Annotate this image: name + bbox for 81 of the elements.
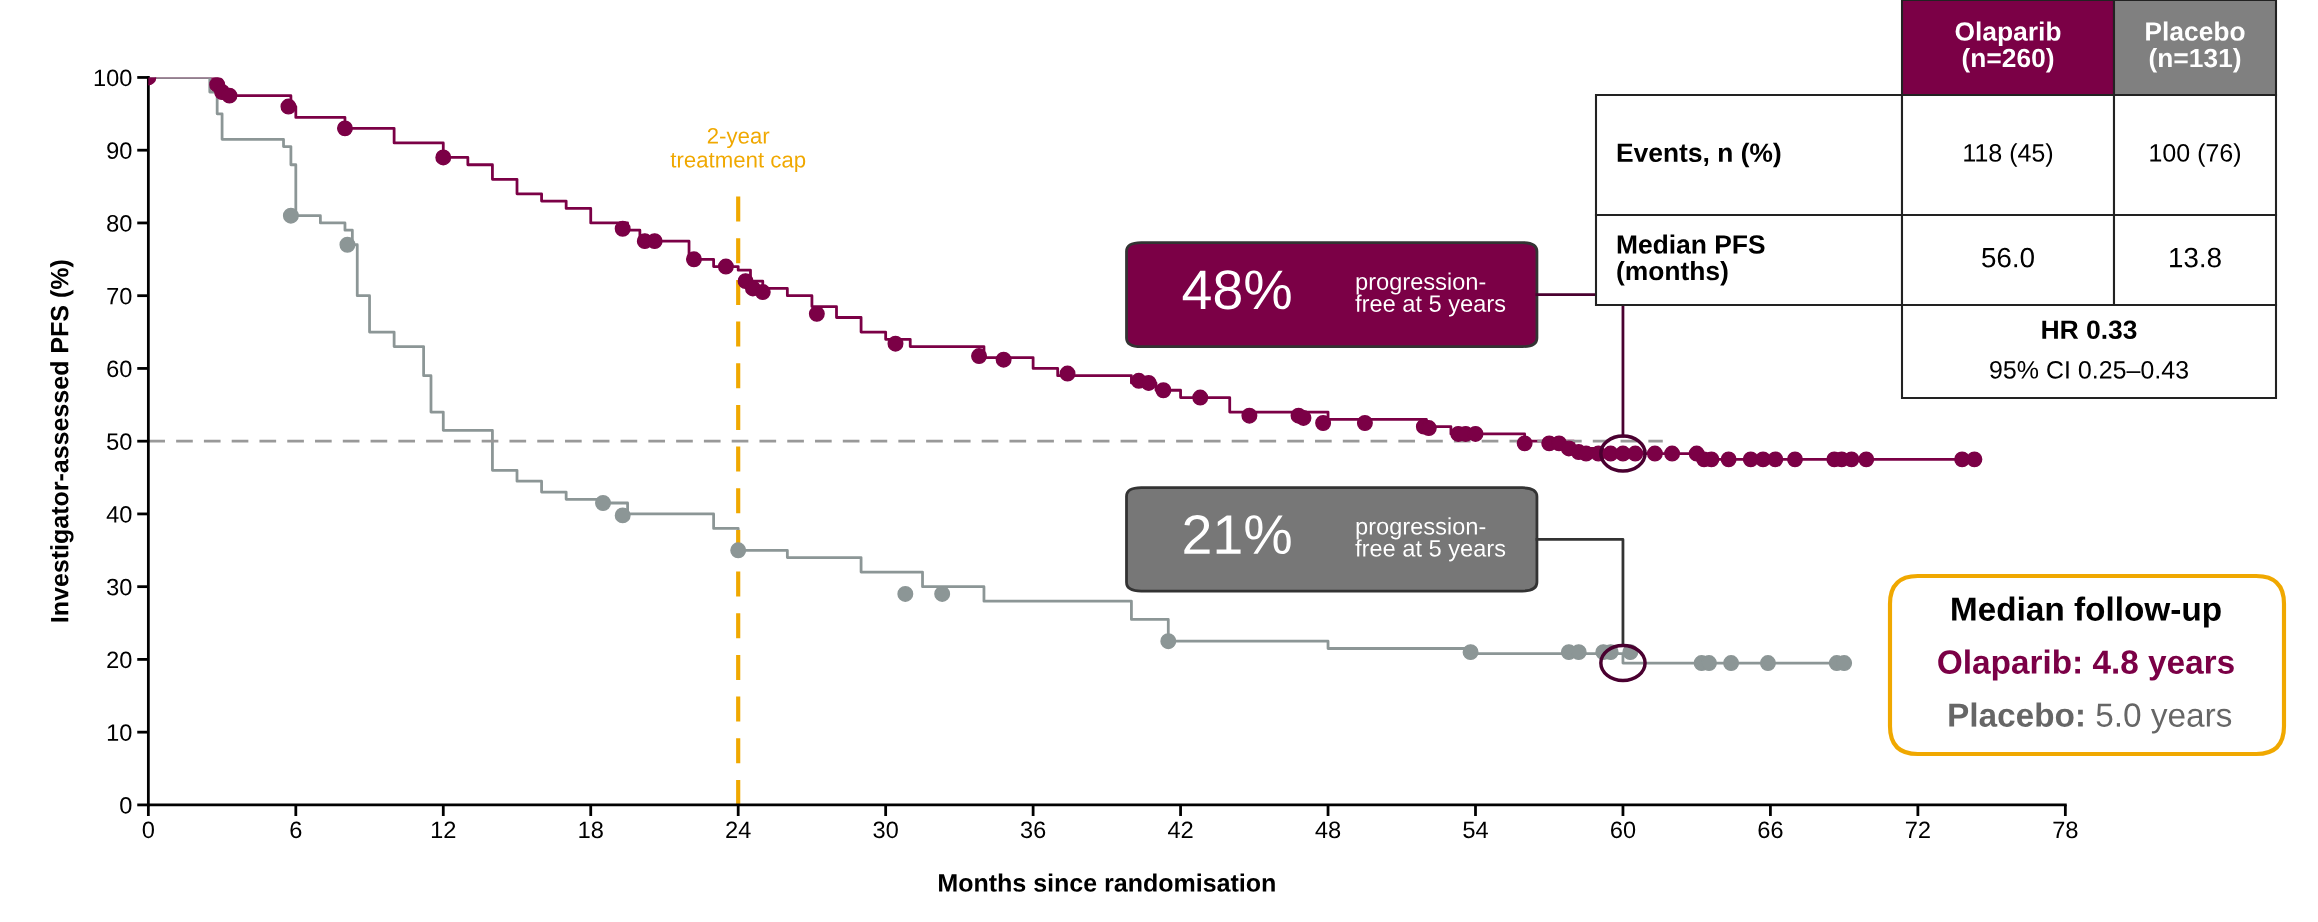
x-tick-label: 24	[726, 821, 751, 838]
x-tick-label: 48	[1315, 821, 1341, 839]
point	[336, 120, 353, 137]
point	[1858, 451, 1875, 468]
point	[717, 258, 734, 275]
point	[1059, 365, 1076, 382]
point	[1720, 451, 1737, 468]
point	[1627, 445, 1644, 462]
text: 100 (76)	[2150, 143, 2241, 167]
annotation: HR 0.33	[2042, 320, 2137, 340]
point	[897, 585, 914, 602]
point	[754, 284, 771, 301]
annotation: Median PFS (months)	[1617, 234, 1765, 286]
x-tick-label: 30	[873, 821, 898, 839]
ref-line-label: 2-year treatment cap	[670, 127, 806, 173]
x-tick-label: 42	[1167, 821, 1193, 838]
point	[685, 251, 702, 268]
point	[1356, 415, 1373, 431]
point	[1160, 633, 1177, 650]
y-tick-label: 20	[107, 651, 132, 669]
y-tick-label: 0	[120, 796, 132, 814]
point	[614, 220, 631, 237]
y-tick-label: 60	[107, 360, 132, 378]
point	[1462, 644, 1479, 661]
point	[1787, 451, 1803, 468]
y-tick-label: 70	[107, 287, 132, 305]
point	[221, 87, 238, 104]
point	[595, 495, 612, 511]
text: Placebo (n=131)	[2146, 21, 2245, 73]
point	[280, 98, 297, 115]
annotation: 48% progression-free at 5 years	[1182, 270, 1506, 317]
point	[995, 351, 1012, 368]
annotation: 118 (45)	[1964, 143, 2053, 167]
point	[339, 236, 356, 253]
x-tick-label: 18	[579, 821, 603, 839]
point	[1140, 375, 1157, 391]
annotation: Median follow-up	[1952, 596, 2221, 628]
point	[1315, 415, 1332, 431]
y-tick-label: 50	[107, 433, 132, 450]
x-tick-label: 78	[2053, 821, 2078, 839]
annotation: Olaparib: 4.8 years	[1938, 649, 2234, 681]
y-tick-label: 10	[107, 724, 132, 741]
point	[435, 149, 452, 166]
x-tick-label: 54	[1463, 821, 1488, 839]
point	[1516, 435, 1533, 452]
point	[282, 207, 299, 224]
annotation: Events, n (%)	[1617, 142, 1781, 168]
x-tick-label: 72	[1905, 821, 1930, 838]
x-tick-label: 12	[431, 821, 456, 838]
y-tick-label: 100	[94, 69, 132, 87]
y-tick-label: 80	[107, 215, 132, 232]
x-tick-label: 0	[142, 821, 154, 839]
y-tick-label: 90	[107, 142, 132, 159]
point	[887, 335, 904, 352]
y-axis-title: Investigator-assessed PFS (%)	[50, 260, 74, 622]
point	[1192, 389, 1209, 406]
point	[1646, 445, 1663, 462]
point	[1295, 409, 1312, 426]
annotation: 95% CI 0.25–0.43	[1990, 361, 2188, 379]
x-tick-label: 36	[1020, 821, 1046, 839]
point	[730, 542, 747, 559]
point	[1966, 451, 1983, 468]
point	[1155, 382, 1172, 399]
point	[1767, 451, 1784, 468]
annotation: 56.0	[1982, 247, 2034, 268]
text: 13.8	[2170, 247, 2221, 268]
point	[1759, 655, 1776, 672]
text: Olaparib (n=260)	[1955, 21, 2061, 73]
annotation: 21% progression-free at 5 years	[1184, 514, 1506, 562]
x-tick-label: 66	[1758, 821, 1783, 839]
point	[1723, 655, 1740, 672]
annotation: Placebo: 5.0 years	[1949, 702, 2232, 734]
point	[1664, 445, 1681, 462]
point	[971, 348, 988, 365]
x-axis-title: Months since randomisation	[939, 873, 1275, 892]
x-tick-label: 6	[290, 821, 302, 839]
point	[1241, 407, 1258, 424]
point	[614, 507, 631, 524]
y-tick-label: 30	[107, 578, 132, 596]
x-tick-label: 60	[1611, 821, 1636, 839]
y-tick-label: 40	[106, 505, 132, 523]
